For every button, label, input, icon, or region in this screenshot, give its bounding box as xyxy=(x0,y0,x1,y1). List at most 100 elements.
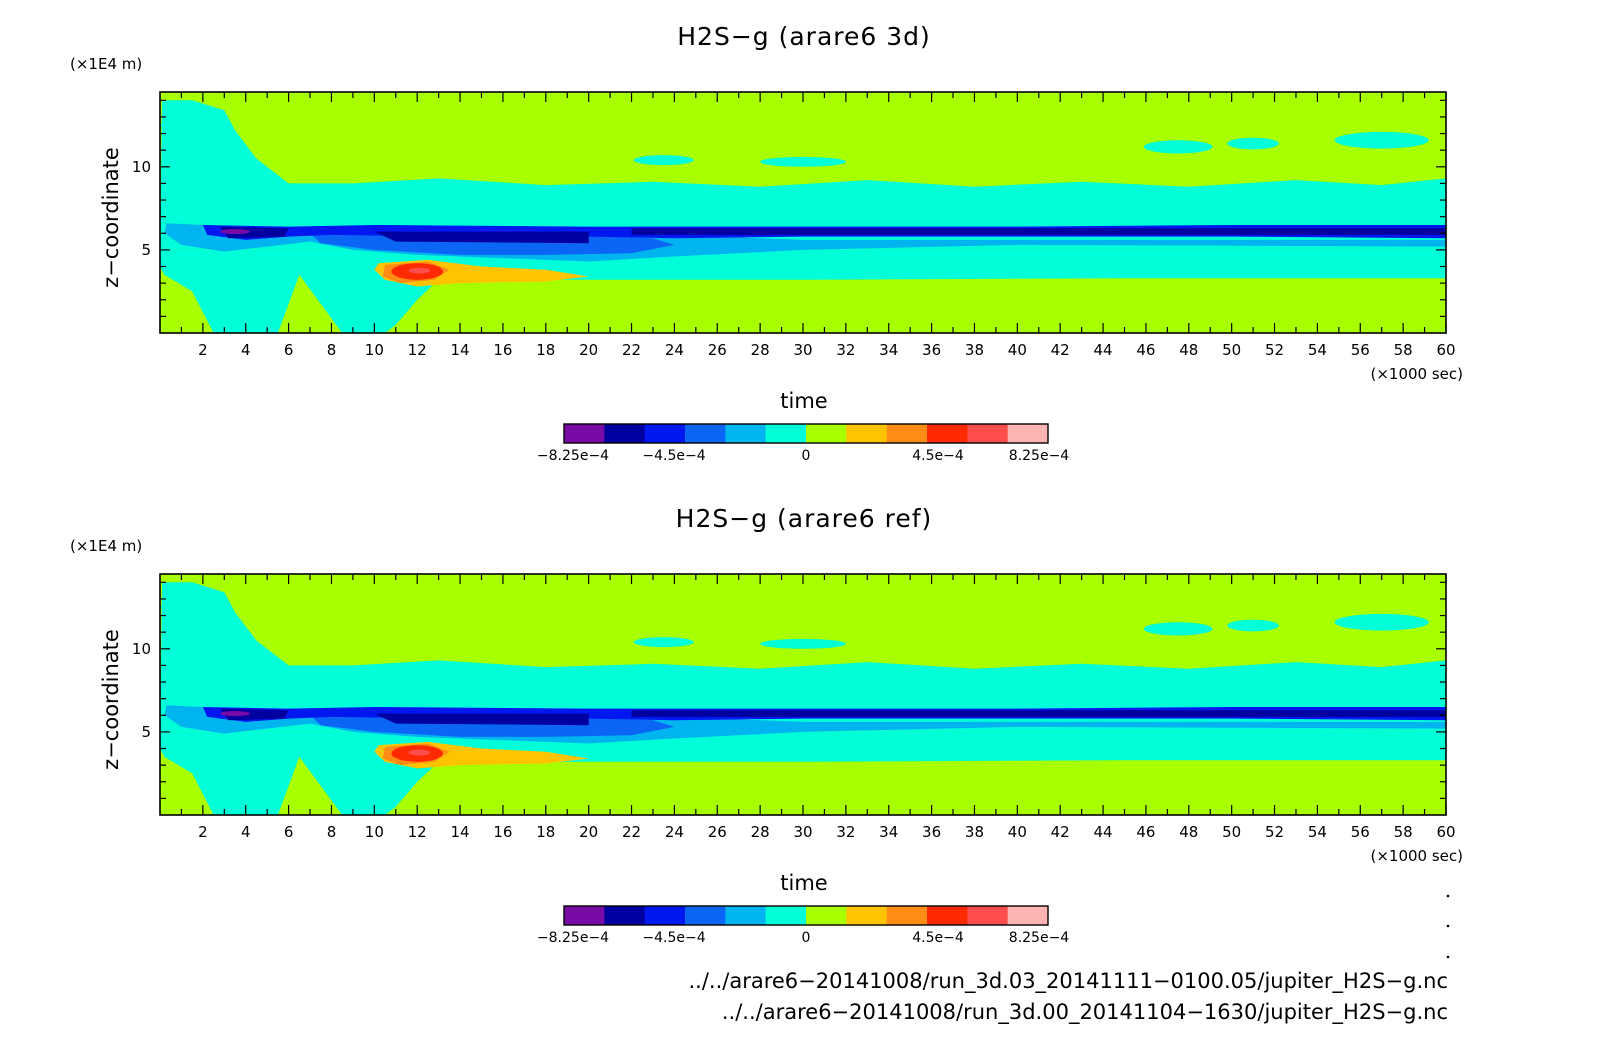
x-tick-label: 52 xyxy=(1265,341,1284,359)
contour-minimum xyxy=(220,711,251,717)
contour-blob xyxy=(1334,131,1429,149)
x-tick-label: 40 xyxy=(1008,823,1027,841)
x-tick-label: 58 xyxy=(1394,823,1413,841)
x-tick-label: 8 xyxy=(327,823,337,841)
x-axis-label: time xyxy=(780,389,827,413)
colorbar-swatch xyxy=(886,424,928,443)
y-axis-label: z−coordinate xyxy=(99,629,123,770)
colorbar-tick-label: −8.25e−4 xyxy=(537,448,609,464)
colorbar-swatch xyxy=(927,424,968,443)
colorbar-frame xyxy=(563,905,1049,926)
x-unit-label: (×1000 sec) xyxy=(1370,365,1463,383)
colorbar-swatch xyxy=(846,424,887,443)
colorbar-swatch xyxy=(685,906,726,925)
x-tick-label: 26 xyxy=(708,341,727,359)
x-tick-label: 4 xyxy=(241,341,251,359)
x-tick-label: 54 xyxy=(1308,341,1327,359)
x-tick-label: 20 xyxy=(579,823,598,841)
colorbar-swatch xyxy=(967,424,1008,443)
x-tick-label: 28 xyxy=(751,341,770,359)
contour-blob xyxy=(760,156,846,167)
colorbar-tick-label: 8.25e−4 xyxy=(1009,448,1070,464)
contour-blob xyxy=(1143,140,1213,154)
contour-blob xyxy=(1334,613,1429,631)
x-tick-label: 24 xyxy=(665,341,684,359)
colorbar-swatch xyxy=(564,906,605,925)
x-tick-label: 60 xyxy=(1436,341,1455,359)
colorbar-swatch xyxy=(725,906,766,925)
x-tick-label: 46 xyxy=(1136,341,1155,359)
x-tick-label: 2 xyxy=(198,823,208,841)
x-tick-label: 32 xyxy=(836,823,855,841)
x-tick-label: 20 xyxy=(579,341,598,359)
x-tick-label: 10 xyxy=(365,823,384,841)
contour-blob xyxy=(160,603,225,612)
y-tick-label: 10 xyxy=(132,640,151,658)
contour-strong-core xyxy=(631,710,1446,717)
x-unit-label: (×1000 sec) xyxy=(1370,847,1463,865)
x-tick-label: 16 xyxy=(493,341,512,359)
x-tick-label: 48 xyxy=(1179,823,1198,841)
x-tick-label: 26 xyxy=(708,823,727,841)
contour-strong-core xyxy=(374,231,589,244)
colorbar-swatch xyxy=(967,906,1008,925)
x-tick-label: 40 xyxy=(1008,341,1027,359)
x-tick-label: 32 xyxy=(836,341,855,359)
x-tick-label: 46 xyxy=(1136,823,1155,841)
x-tick-label: 44 xyxy=(1094,341,1113,359)
file-path: ../../arare6−20141008/run_3d.03_20141111… xyxy=(688,969,1448,994)
x-tick-label: 44 xyxy=(1094,823,1113,841)
colorbar-swatch xyxy=(765,424,807,443)
contour-blob xyxy=(1143,622,1213,636)
colorbar-swatch xyxy=(564,424,605,443)
heatmap-panel-2: 2 4 6 8 10 12 14 16 18 20 22 24 26 28 30 32 34 36 38 40 42 44… xyxy=(70,504,1463,946)
contour-maximum-core xyxy=(408,267,431,274)
x-tick-label: 42 xyxy=(1051,823,1070,841)
colorbar-swatch xyxy=(846,906,887,925)
x-tick-label: 60 xyxy=(1436,823,1455,841)
colorbar-swatch xyxy=(604,906,645,925)
x-tick-label: 22 xyxy=(622,341,641,359)
colorbar: −8.25e−4 −4.5e−4 0 4.5e−4 8.25e−4 xyxy=(537,423,1070,464)
colorbar-swatch xyxy=(1007,424,1049,443)
contour-minimum xyxy=(220,229,251,235)
colorbar-frame xyxy=(563,423,1049,444)
colorbar-tick-label: −4.5e−4 xyxy=(642,930,705,946)
marker-dot xyxy=(1446,894,1450,898)
chart-title: H2S−g (arare6 ref) xyxy=(676,504,933,533)
contour-blob xyxy=(633,637,694,648)
chart-title: H2S−g (arare6 3d) xyxy=(677,22,931,51)
colorbar-swatch xyxy=(1007,906,1049,925)
x-tick-label: 56 xyxy=(1351,341,1370,359)
colorbar-tick-label: −4.5e−4 xyxy=(642,448,705,464)
marker-dot xyxy=(1446,955,1450,959)
x-tick-label: 8 xyxy=(327,341,337,359)
x-tick-label: 22 xyxy=(622,823,641,841)
x-tick-label: 6 xyxy=(284,823,294,841)
x-tick-label: 50 xyxy=(1222,823,1241,841)
y-tick-label: 5 xyxy=(141,241,151,259)
x-tick-label: 38 xyxy=(965,823,984,841)
x-tick-label: 34 xyxy=(879,341,898,359)
x-tick-label: 42 xyxy=(1051,341,1070,359)
colorbar-tick-label: 4.5e−4 xyxy=(912,930,964,946)
x-tick-label: 30 xyxy=(793,823,812,841)
x-tick-label: 16 xyxy=(493,823,512,841)
contour-strong-core xyxy=(374,713,589,726)
contour-maximum-core xyxy=(408,749,431,756)
x-tick-label: 24 xyxy=(665,823,684,841)
x-tick-label: 18 xyxy=(536,823,555,841)
x-tick-label: 28 xyxy=(751,823,770,841)
x-tick-label: 52 xyxy=(1265,823,1284,841)
contour-blob xyxy=(1227,137,1279,150)
contour-upper-band xyxy=(160,582,1446,732)
y-unit-label: (×1E4 m) xyxy=(70,537,142,555)
x-tick-label: 30 xyxy=(793,341,812,359)
file-path: ../../arare6−20141008/run_3d.00_20141104… xyxy=(722,1000,1448,1025)
x-tick-label: 34 xyxy=(879,823,898,841)
x-tick-label: 12 xyxy=(408,823,427,841)
x-tick-label: 10 xyxy=(365,341,384,359)
colorbar-swatch xyxy=(765,906,807,925)
colorbar: −8.25e−4 −4.5e−4 0 4.5e−4 8.25e−4 xyxy=(537,905,1069,946)
x-tick-label: 2 xyxy=(198,341,208,359)
